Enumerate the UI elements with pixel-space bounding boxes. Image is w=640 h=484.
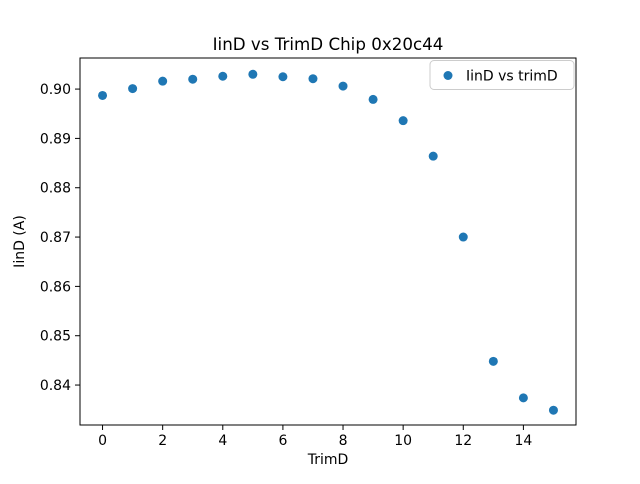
chart-title: IinD vs TrimD Chip 0x20c44 (213, 34, 444, 54)
data-point (248, 69, 258, 79)
y-tick-label: 0.90 (40, 82, 71, 98)
y-tick-label: 0.86 (40, 279, 71, 295)
y-axis-label: IinD (A) (12, 215, 28, 268)
x-axis-label: TrimD (307, 452, 349, 468)
y-tick-label: 0.88 (40, 181, 71, 197)
x-tick-label: 4 (218, 433, 227, 449)
x-tick-label: 8 (339, 433, 348, 449)
data-point (128, 84, 138, 94)
x-tick-label: 2 (158, 433, 167, 449)
data-point (98, 90, 108, 100)
y-tick-label: 0.84 (40, 378, 71, 394)
x-tick-label: 12 (454, 433, 472, 449)
plot-area: 0 2 4 6 8 10 12 14 0.84 0.85 0.86 0.87 0.88 0.89 0.90 (40, 57, 577, 449)
x-tick-label: 0 (98, 433, 107, 449)
data-point (548, 405, 558, 415)
legend-marker-icon (443, 71, 453, 80)
axes-spines (79, 57, 577, 426)
legend: IinD vs trimD (429, 60, 575, 90)
data-point (308, 74, 318, 84)
data-point (278, 72, 288, 82)
data-point (218, 71, 228, 81)
data-point (518, 393, 528, 403)
y-tick-label: 0.89 (40, 131, 71, 147)
legend-frame (429, 60, 575, 90)
data-point (158, 76, 168, 86)
data-point (188, 74, 198, 84)
y-tick-label: 0.85 (40, 329, 71, 345)
data-point (368, 94, 378, 104)
data-point (398, 116, 408, 126)
y-tick-label: 0.87 (40, 230, 71, 246)
data-point (458, 232, 468, 242)
legend-label: IinD vs trimD (466, 69, 558, 85)
data-point (338, 81, 348, 91)
data-point (488, 356, 498, 366)
x-tick-label: 6 (278, 433, 287, 449)
x-tick-label: 10 (394, 433, 412, 449)
x-tick-label: 14 (514, 433, 532, 449)
data-point (428, 151, 438, 161)
